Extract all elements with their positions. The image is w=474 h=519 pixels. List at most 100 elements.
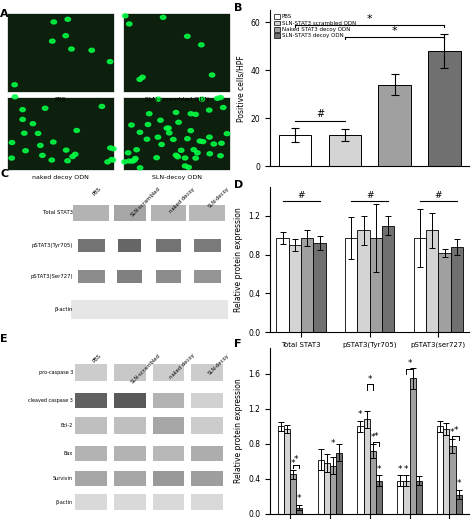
Circle shape	[166, 126, 171, 130]
Bar	[114, 494, 146, 511]
Text: β-actin: β-actin	[55, 307, 73, 312]
Bar	[345, 238, 357, 332]
Circle shape	[23, 149, 28, 153]
Bar	[357, 427, 364, 514]
Text: *: *	[456, 480, 461, 488]
Text: naked decoy ODN: naked decoy ODN	[32, 174, 89, 180]
Circle shape	[9, 156, 14, 160]
Circle shape	[40, 154, 45, 157]
Circle shape	[42, 106, 48, 110]
Bar	[279, 135, 311, 166]
Circle shape	[191, 148, 197, 152]
Bar	[301, 238, 313, 332]
Circle shape	[63, 34, 68, 38]
Circle shape	[188, 129, 193, 133]
Text: Bcl-2: Bcl-2	[61, 424, 73, 428]
Circle shape	[65, 17, 71, 21]
Circle shape	[132, 158, 137, 162]
Text: pSTAT3(Tyr705): pSTAT3(Tyr705)	[31, 243, 73, 248]
Bar	[451, 247, 463, 332]
Text: *: *	[358, 411, 363, 419]
Circle shape	[207, 108, 212, 112]
Text: *: *	[392, 25, 397, 35]
Circle shape	[36, 131, 41, 135]
Bar	[289, 245, 301, 332]
Circle shape	[73, 152, 78, 156]
Circle shape	[12, 95, 18, 99]
Text: A: A	[0, 8, 9, 19]
Bar	[153, 392, 184, 407]
Circle shape	[69, 47, 74, 51]
Circle shape	[154, 156, 159, 160]
Text: *: *	[367, 375, 372, 384]
Bar	[397, 481, 403, 514]
Text: D: D	[234, 180, 244, 189]
Circle shape	[107, 60, 113, 64]
Text: cleaved caspase 3: cleaved caspase 3	[28, 398, 73, 403]
Circle shape	[99, 104, 105, 108]
Text: *: *	[297, 494, 301, 503]
Circle shape	[182, 164, 188, 168]
Circle shape	[140, 75, 145, 79]
Circle shape	[126, 159, 132, 163]
Circle shape	[176, 120, 181, 124]
Bar	[296, 508, 302, 514]
Bar	[75, 446, 107, 461]
Text: B: B	[234, 3, 243, 12]
Y-axis label: Relative protein expression: Relative protein expression	[234, 378, 243, 483]
Bar	[123, 13, 230, 91]
Circle shape	[220, 105, 226, 110]
Bar	[156, 270, 181, 283]
Bar	[153, 364, 184, 381]
Circle shape	[199, 43, 204, 47]
Text: C: C	[0, 169, 9, 179]
Circle shape	[108, 146, 113, 150]
Text: Total STAT3: Total STAT3	[43, 210, 73, 215]
Bar	[114, 392, 146, 407]
Circle shape	[129, 123, 134, 127]
Text: *: *	[398, 465, 402, 474]
Circle shape	[51, 20, 56, 24]
Bar	[328, 135, 361, 166]
Bar	[193, 239, 221, 252]
Bar	[414, 238, 426, 332]
Circle shape	[30, 121, 36, 126]
Circle shape	[64, 148, 69, 152]
Bar	[410, 378, 416, 514]
Text: *: *	[407, 359, 412, 368]
Text: #: #	[366, 192, 374, 200]
Circle shape	[145, 122, 151, 127]
Text: *: *	[331, 439, 335, 448]
Circle shape	[215, 97, 220, 100]
Bar	[336, 453, 342, 514]
Bar	[75, 392, 107, 407]
Text: *: *	[453, 426, 458, 435]
Text: PBS: PBS	[91, 186, 102, 197]
Bar	[284, 429, 290, 514]
Bar	[191, 364, 223, 381]
Text: *: *	[291, 459, 295, 468]
Circle shape	[200, 97, 205, 101]
Bar	[382, 226, 394, 332]
Circle shape	[37, 143, 43, 147]
Circle shape	[89, 48, 94, 52]
Bar	[426, 230, 438, 332]
Text: E: E	[0, 334, 8, 345]
Circle shape	[184, 34, 190, 38]
Circle shape	[20, 107, 25, 112]
Bar	[438, 253, 451, 332]
Circle shape	[122, 160, 127, 164]
Bar	[313, 243, 326, 332]
Text: #: #	[435, 192, 442, 200]
Circle shape	[218, 154, 223, 158]
Bar	[443, 429, 449, 514]
Circle shape	[50, 39, 55, 43]
Text: #: #	[297, 192, 305, 200]
Bar	[456, 495, 462, 514]
Bar	[153, 471, 184, 486]
Bar	[437, 427, 443, 514]
Circle shape	[51, 140, 56, 144]
Bar	[156, 239, 181, 252]
Circle shape	[193, 113, 198, 116]
Bar	[153, 417, 184, 434]
